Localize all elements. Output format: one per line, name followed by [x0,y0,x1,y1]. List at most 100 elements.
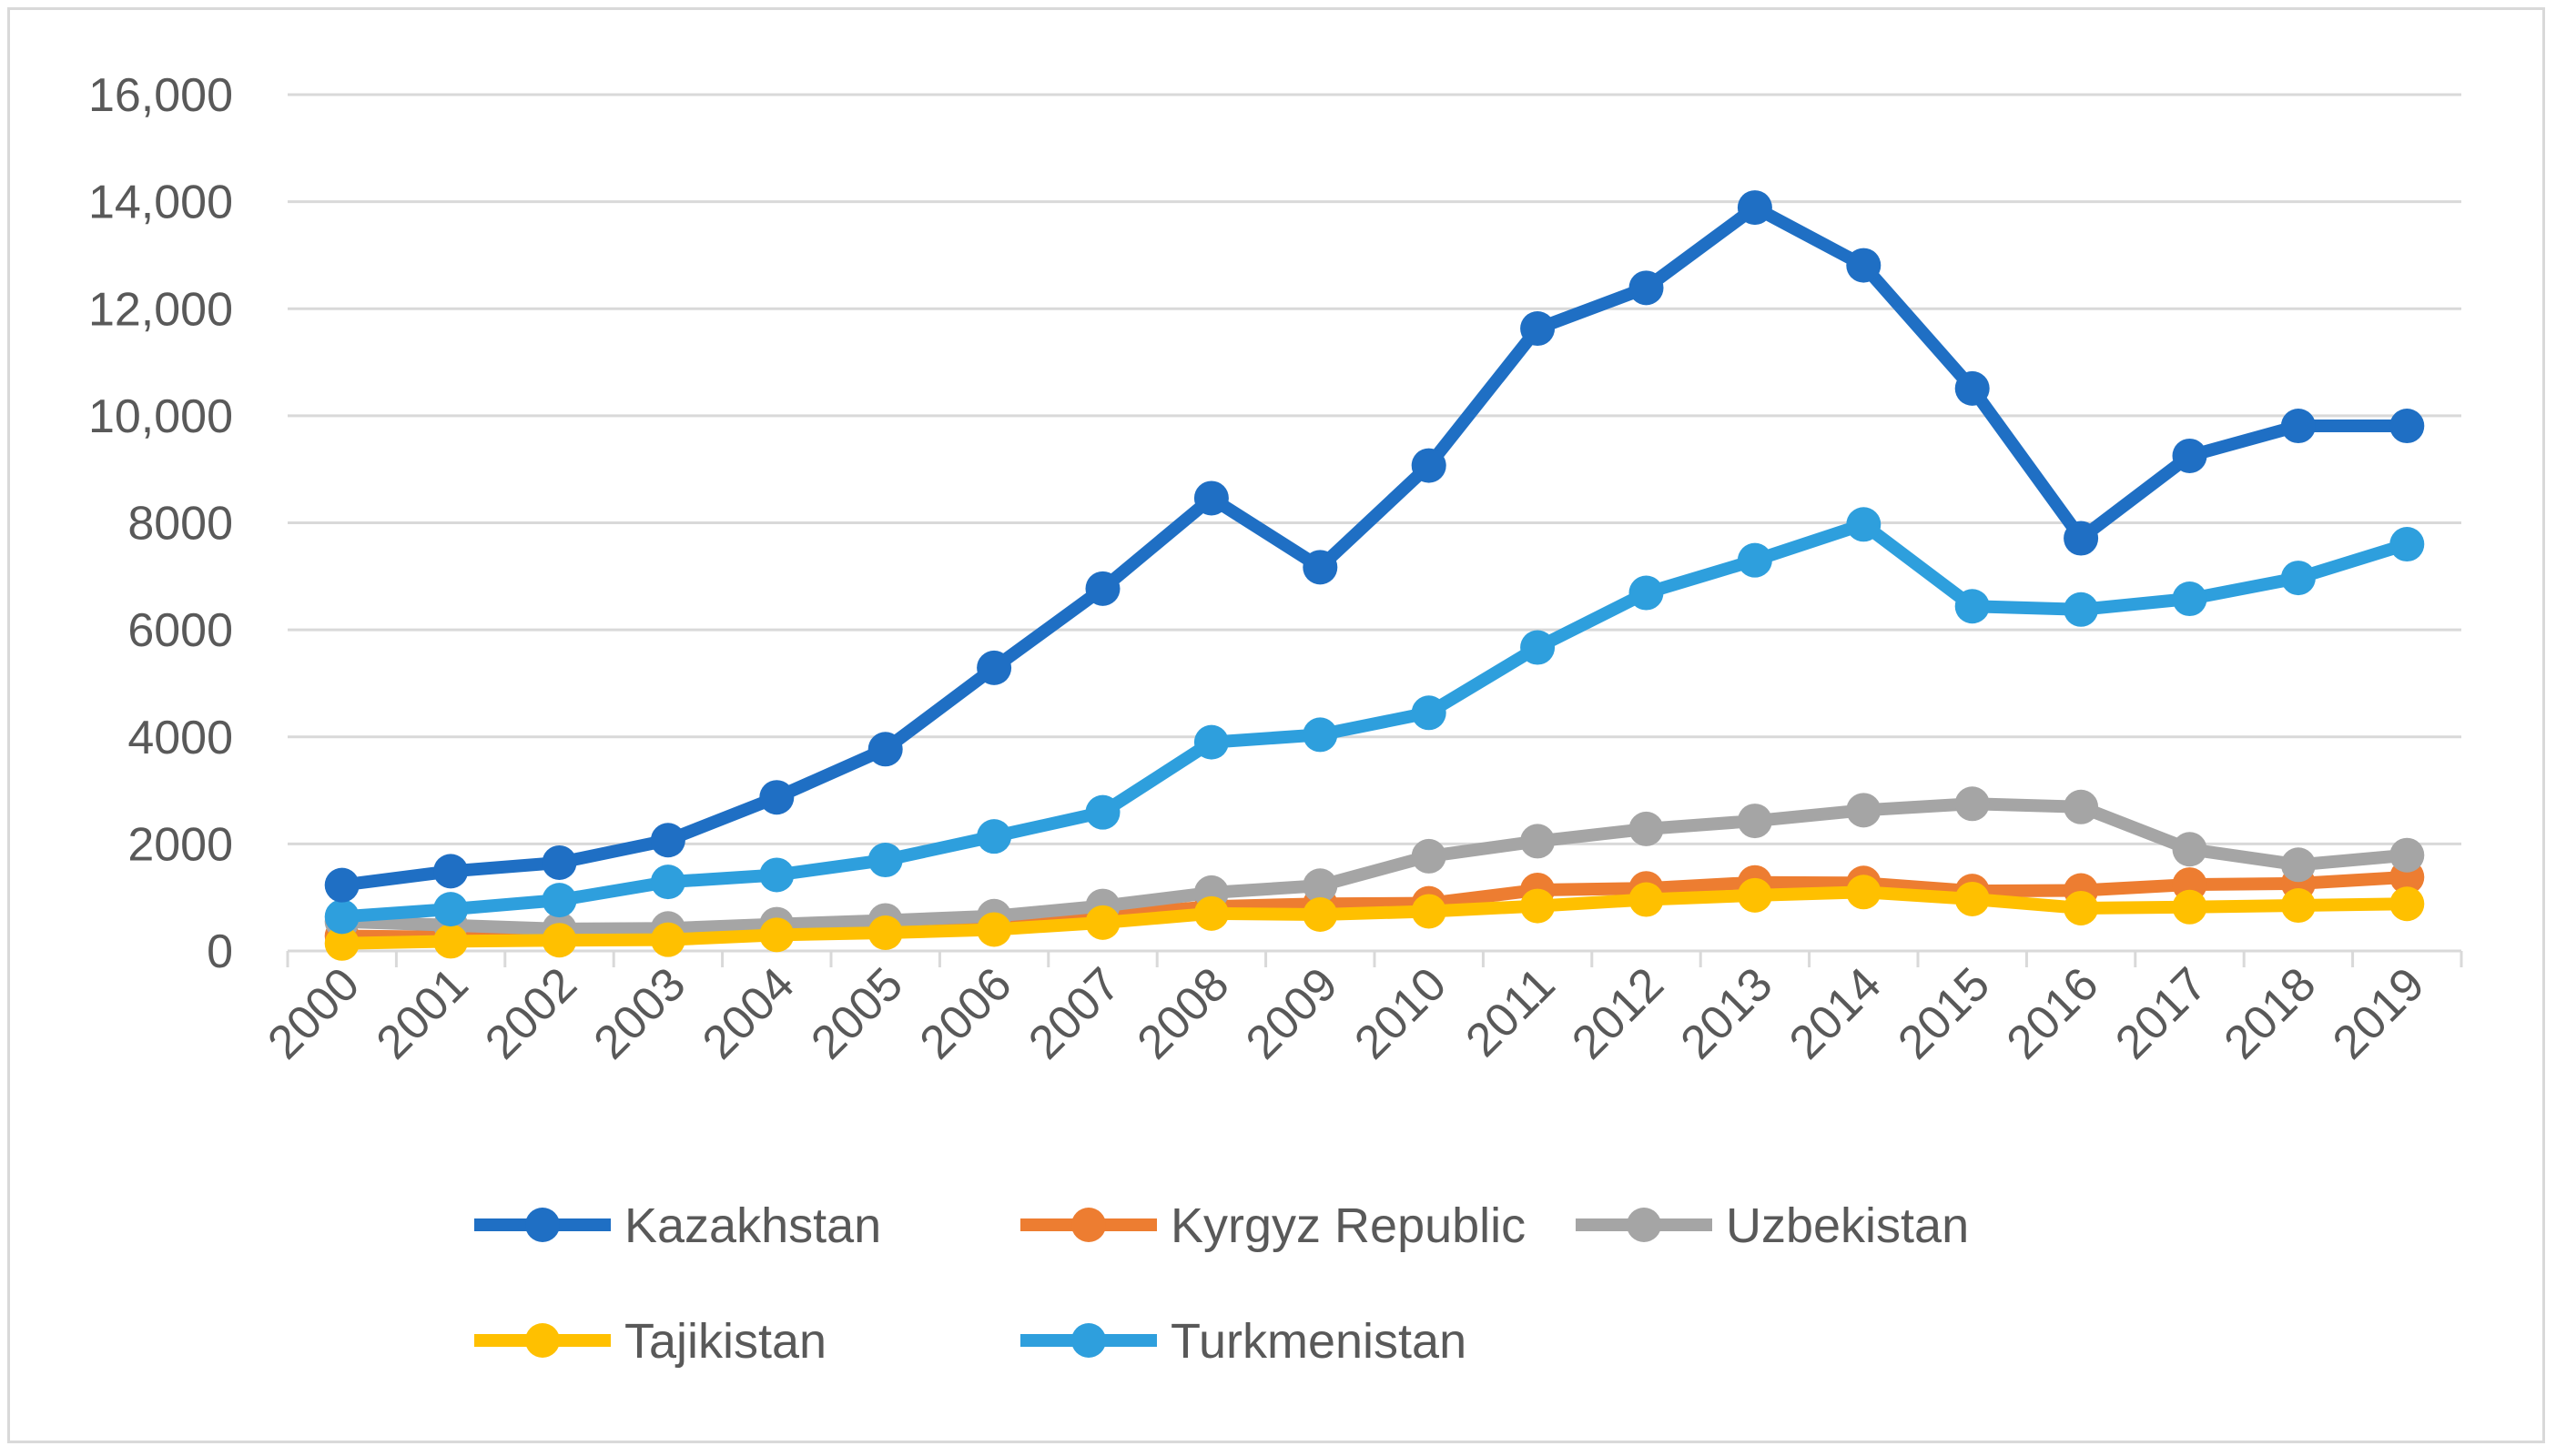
x-tick-label: 2003 [584,957,696,1069]
data-point-tajikistan [1737,877,1772,913]
data-point-turkmenistan [1085,794,1121,830]
data-point-tajikistan [2172,889,2207,925]
data-point-tajikistan [2064,890,2099,925]
data-point-turkmenistan [2389,527,2425,562]
x-tick-label: 2001 [367,957,479,1069]
data-point-turkmenistan [1628,575,1664,611]
x-tick-label: 2012 [1562,957,1674,1069]
data-point-tajikistan [1954,881,1990,916]
series-line-uzbekistan [335,797,2414,935]
gridlines [288,93,2461,845]
data-point-kazakhstan [1737,190,1772,226]
legend-marker-kazakhstan [525,1208,560,1242]
x-tick-label: 2019 [2323,957,2435,1069]
data-point-kazakhstan [1954,370,1990,406]
data-point-turkmenistan [542,883,577,918]
data-point-turkmenistan [2280,561,2316,596]
legend-label-tajikistan: Tajikistan [624,1314,827,1369]
series-line-tajikistan [335,885,2414,950]
x-tick-label: 2004 [693,957,805,1069]
y-tick-label: 2000 [127,818,233,871]
y-tick-label: 12,000 [88,283,233,336]
data-point-tajikistan [324,925,360,961]
data-point-tajikistan [2389,886,2425,922]
data-point-kazakhstan [1085,571,1121,606]
data-point-kazakhstan [1846,248,1882,283]
data-point-tajikistan [1628,882,1664,917]
data-point-kazakhstan [1520,311,1556,347]
data-point-kazakhstan [1628,270,1664,306]
x-tick-label: 2000 [258,957,370,1069]
x-tick-label: 2011 [1456,957,1565,1067]
data-point-tajikistan [1085,905,1121,940]
data-point-kazakhstan [1411,448,1446,483]
x-tick-label: 2013 [1671,957,1783,1069]
legend-marker-tajikistan [525,1323,560,1358]
data-point-tajikistan [650,922,685,957]
data-point-turkmenistan [1954,589,1990,624]
data-point-kazakhstan [867,732,903,767]
data-point-kazakhstan [2172,438,2207,473]
y-tick-label: 4000 [127,712,233,764]
data-point-turkmenistan [759,857,795,893]
legend-marker-uzbekistan [1627,1208,1661,1242]
legend: Kazakhstan Kyrgyz Republic Uzbekistan Tajik… [474,1198,1969,1369]
y-tick-label: 6000 [127,604,233,657]
data-point-tajikistan [1411,894,1446,929]
data-point-uzbekistan [2389,837,2425,873]
data-point-tajikistan [759,917,795,953]
y-tick-label: 16,000 [88,69,233,122]
data-point-tajikistan [1846,875,1882,910]
data-point-uzbekistan [1520,824,1556,859]
y-axis-tick-labels: 0 2000 4000 6000 8000 10,000 12,000 14,000 16,00… [88,69,233,978]
data-point-turkmenistan [2064,592,2099,627]
data-point-kazakhstan [759,780,795,815]
x-tick-label: 2009 [1236,957,1348,1069]
series-lines [324,190,2425,961]
legend-marker-kyrgyz-republic [1071,1208,1106,1242]
data-point-uzbekistan [2280,847,2316,883]
x-tick-label: 2017 [2105,957,2217,1069]
data-point-turkmenistan [867,843,903,878]
data-point-tajikistan [867,915,903,951]
data-point-turkmenistan [977,819,1012,854]
legend-marker-turkmenistan [1071,1323,1106,1358]
x-tick-label: 2016 [1997,957,2109,1069]
legend-label-kyrgyz-republic: Kyrgyz Republic [1171,1198,1526,1253]
data-point-uzbekistan [2064,789,2099,824]
data-point-kazakhstan [650,823,685,858]
data-point-kazakhstan [977,650,1012,685]
data-point-turkmenistan [650,864,685,900]
y-tick-label: 8000 [127,498,233,551]
data-point-kazakhstan [2389,409,2425,444]
data-point-tajikistan [1303,897,1338,933]
x-tick-label: 2008 [1128,957,1240,1069]
data-point-kazakhstan [433,854,469,889]
legend-label-turkmenistan: Turkmenistan [1171,1314,1466,1369]
y-tick-label: 10,000 [88,390,233,443]
x-tick-label: 2015 [1888,957,2000,1069]
x-tick-label: 2006 [910,957,1022,1069]
series-line-kazakhstan [335,201,2414,892]
data-point-uzbekistan [1628,811,1664,846]
data-point-tajikistan [433,924,469,959]
data-point-uzbekistan [1954,786,1990,822]
data-point-turkmenistan [1737,542,1772,578]
data-point-tajikistan [977,912,1012,947]
data-point-turkmenistan [1846,507,1882,542]
data-point-turkmenistan [433,892,469,927]
data-point-uzbekistan [2172,832,2207,867]
data-point-turkmenistan [1520,630,1556,665]
data-point-tajikistan [542,923,577,958]
x-tick-label: 2010 [1344,957,1456,1069]
data-point-kazakhstan [542,844,577,880]
x-tick-label: 2018 [2215,957,2327,1069]
x-tick-label: 2005 [801,957,913,1069]
x-axis-tick-labels: 2000200120022003200420052006200720082009… [258,957,2434,1069]
y-tick-label: 0 [207,925,233,978]
data-point-kazakhstan [1193,480,1229,516]
series-line-turkmenistan [335,518,2414,924]
data-point-kazakhstan [1303,550,1338,585]
data-point-turkmenistan [2172,581,2207,617]
data-point-kazakhstan [2064,521,2099,556]
